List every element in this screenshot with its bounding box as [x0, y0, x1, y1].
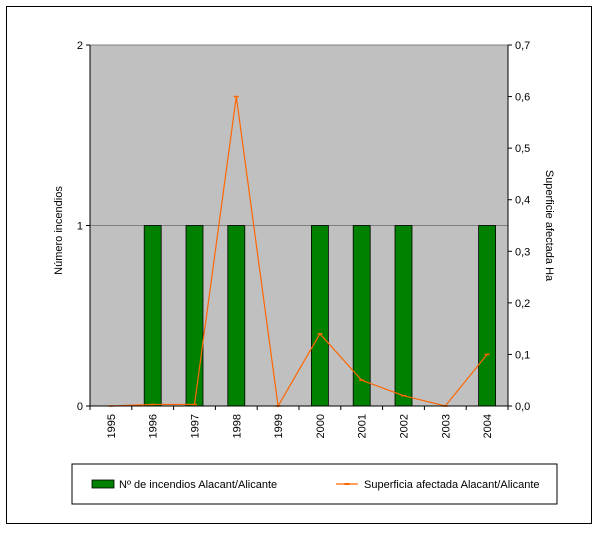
x-axis-ticks: 1995 1996 1997 1998 1999 2000 2001 2002 2003 2004: [89, 406, 509, 438]
x-tick-label: 2001: [357, 414, 369, 438]
legend-label-line: Superficia afectada Alacant/Alicante: [364, 479, 540, 491]
x-tick-label: 2004: [482, 414, 494, 438]
right-axis-ticks: 0,0 0,1 0,2 0,3 0,4 0,5 0,6 0,7: [508, 40, 530, 413]
legend-label-bar: Nº de incendios Alacant/Alicante: [119, 479, 277, 491]
x-tick-label: 1996: [148, 414, 160, 438]
left-axis-title: Número incendios: [53, 186, 65, 275]
x-tick-label: 2003: [440, 414, 452, 438]
bar-1996: [143, 225, 162, 407]
x-tick-label: 1998: [231, 414, 243, 438]
bar-1998: [227, 225, 246, 407]
right-tick-label: 0,1: [515, 349, 530, 361]
right-tick-label: 0,5: [515, 143, 530, 155]
bar-2002: [394, 225, 413, 407]
right-tick-label: 0,6: [515, 92, 530, 104]
bar-2004: [478, 225, 497, 407]
left-axis-ticks: 0 1 2: [77, 40, 90, 413]
legend: [71, 463, 558, 505]
bar-2001: [352, 225, 371, 407]
bar-2000: [310, 225, 329, 407]
x-tick-label: 1995: [106, 414, 118, 438]
line-series: [110, 96, 488, 408]
x-tick-label: 2000: [315, 414, 327, 438]
right-tick-label: 0,3: [515, 246, 530, 258]
left-tick-label: 0: [77, 401, 83, 413]
right-tick-label: 0,0: [515, 401, 530, 413]
left-tick-label: 2: [77, 40, 83, 52]
x-tick-label: 1997: [190, 414, 202, 438]
right-tick-label: 0,7: [515, 40, 530, 52]
bar-1997: [185, 225, 204, 407]
right-axis-title: Superficie afectada Ha: [543, 170, 555, 282]
right-tick-label: 0,2: [515, 298, 530, 310]
left-tick-label: 1: [77, 221, 83, 233]
legend-items: Nº de incendios Alacant/Alicante Superfic…: [91, 479, 540, 491]
x-tick-label: 1999: [273, 414, 285, 438]
legend-swatch-bar: [91, 479, 115, 489]
bar-series: [143, 225, 497, 407]
right-tick-label: 0,4: [515, 195, 530, 207]
x-tick-label: 2002: [399, 414, 411, 438]
